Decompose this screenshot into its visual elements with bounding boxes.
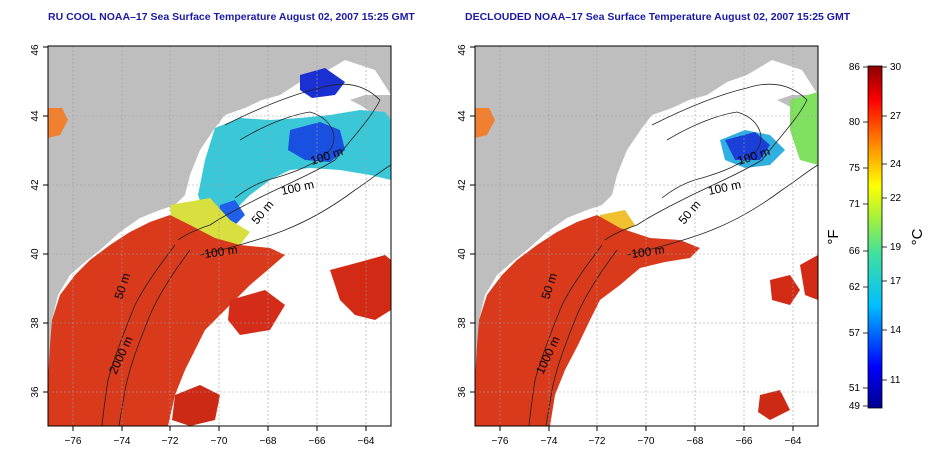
left-sst-warm [48,215,285,426]
right-x-tick: −76 [492,436,509,447]
right-sst-warm-south [758,390,790,420]
right-x-tick: −64 [785,436,802,447]
right-sst-orange-north [475,108,495,138]
right-sst-blue [725,132,770,160]
left-x-axis: −76 −74 −72 −70 −68 −66 −64 [65,426,375,447]
left-sst-cool [198,110,391,220]
left-x-tick: −68 [260,436,277,447]
colorbar-fahrenheit-label: °F [825,229,842,244]
left-map-title: RU COOL NOAA–17 Sea Surface Temperature … [48,11,415,23]
left-x-tick: −64 [358,436,375,447]
right-y-tick: 36 [457,386,468,398]
right-x-tick: −70 [638,436,655,447]
colorbar-f-tick: 75 [849,163,861,174]
colorbar-c-tick: 22 [890,193,902,204]
colorbar-c-tick: 19 [890,242,902,253]
left-y-axis: 36 38 40 42 44 46 [30,44,48,398]
right-contour-1 [604,83,808,241]
left-label-100m-b: 100 m [280,177,316,198]
left-y-tick: 36 [30,386,41,398]
left-sst-orange-north [48,108,68,138]
left-land [48,46,391,380]
left-label-100m-c: 100 m [203,242,238,261]
left-sst-blue [288,122,345,162]
colorbar-f-tick: 51 [849,383,861,394]
right-map [475,46,818,426]
colorbar-c-tick: 17 [890,276,902,287]
left-x-tick: −74 [114,436,131,447]
colorbar-c-tick: 24 [890,159,902,170]
left-sst-warm-east [330,255,391,320]
right-contour-5 [626,164,818,256]
colorbar-f-tick: 80 [849,117,861,128]
colorbar-c-tick: 11 [890,375,901,386]
colorbar-celsius-label: °C [909,228,926,245]
left-x-tick: −70 [211,436,228,447]
colorbar-f-tick: 71 [849,199,861,210]
right-sst-green-east [790,92,818,165]
right-y-tick: 38 [457,317,468,329]
right-label-100m-b: 100 m [707,177,743,198]
colorbar-gradient [867,65,883,409]
colorbar-c-tick: 27 [890,111,902,122]
colorbar-c-tick: 14 [890,325,902,336]
colorbar-f-tick: 57 [849,328,861,339]
left-y-tick: 44 [30,110,41,122]
right-label-100m-c: 100 m [630,242,665,261]
left-y-tick: 46 [30,44,41,56]
left-sst-yellow [170,198,250,245]
right-y-axis: 36 38 40 42 44 46 [457,44,475,398]
left-x-tick: −76 [65,436,82,447]
right-x-tick: −72 [589,436,606,447]
right-y-tick: 42 [457,179,468,191]
colorbar: 86 80 75 71 66 62 57 51 49 30 27 24 22 1… [825,62,926,412]
right-contour-4 [545,249,618,426]
left-map [48,46,391,426]
right-x-tick: −66 [736,436,753,447]
left-y-tick: 38 [30,317,41,329]
right-map-title: DECLOUDED NOAA–17 Sea Surface Temperatur… [465,11,851,23]
right-y-tick: 44 [457,110,468,122]
right-y-tick: 40 [457,248,468,260]
left-gridlines [48,46,391,426]
right-gridlines [475,46,818,426]
right-land [475,46,818,380]
right-y-tick: 46 [457,44,468,56]
right-x-axis: −76 −74 −72 −70 −68 −66 −64 [492,426,802,447]
right-sst-warm [475,215,700,426]
colorbar-f-tick: 62 [849,282,861,293]
left-y-tick: 42 [30,179,41,191]
colorbar-f-tick: 49 [849,401,861,412]
right-x-tick: −68 [687,436,704,447]
right-sst-warm-se [800,255,818,300]
left-sst-warm-south [172,385,220,426]
right-sst-warm-east [770,275,800,305]
left-x-tick: −72 [162,436,179,447]
left-contour-4 [118,249,191,426]
left-contour-5 [199,164,391,256]
left-x-tick: −66 [309,436,326,447]
colorbar-f-tick: 86 [849,62,861,73]
left-sst-warm-mid [228,290,285,335]
right-x-tick: −74 [541,436,558,447]
left-contour-2 [234,111,335,199]
colorbar-f-tick: 66 [849,246,861,257]
left-contour-1 [177,83,381,241]
colorbar-c-tick: 30 [890,62,902,73]
left-y-tick: 40 [30,248,41,260]
right-contour-2 [661,111,762,199]
